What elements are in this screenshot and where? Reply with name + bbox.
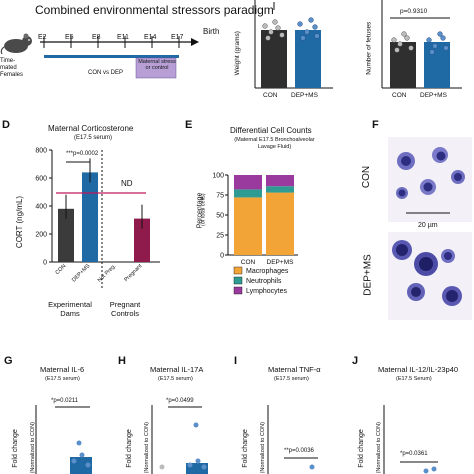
birth-label: Birth bbox=[203, 27, 220, 36]
con-vs-dep-label: CON vs DEP bbox=[88, 70, 124, 76]
y-tick-label: 400 bbox=[35, 204, 47, 211]
x-tick-label: CON bbox=[241, 259, 256, 266]
mouse-label: Time-mated Females bbox=[0, 58, 24, 78]
day-label: E11 bbox=[117, 34, 129, 41]
bar bbox=[58, 208, 74, 262]
panel-letter: I bbox=[234, 355, 238, 367]
panel-j-subtitle: (E17.5 Serum) bbox=[396, 376, 432, 382]
label-con: CON bbox=[361, 165, 373, 189]
panel-h-title: Maternal IL-17A bbox=[150, 365, 204, 374]
day-label: E8 bbox=[92, 34, 101, 41]
y-tick-label: 75 bbox=[216, 193, 224, 200]
y-tick-label: 800 bbox=[35, 148, 47, 155]
panel-letter: F bbox=[372, 119, 379, 131]
day-label: E17 bbox=[171, 34, 184, 41]
day-label: E5 bbox=[65, 34, 74, 41]
panel-e-subtitle: (Maternal E17.5 Bronchoalveolar Lavage F… bbox=[234, 137, 315, 150]
panel-j-ylabel: Fold change bbox=[357, 429, 365, 468]
day-label: E2 bbox=[38, 34, 47, 41]
scale-bar-label: 20 µm bbox=[418, 222, 438, 229]
stacked-bar-segment bbox=[234, 175, 262, 190]
panel-b-plot bbox=[254, 0, 333, 89]
panel-i-plot bbox=[267, 405, 318, 474]
y-tick-label: 600 bbox=[35, 176, 47, 183]
x-tick-label: Not Preg. bbox=[97, 263, 118, 284]
panel-e-chart: 0 25 50 75 100 CON DEP+MS Macrophages Neutrophil… bbox=[212, 173, 298, 295]
panel-g-plot bbox=[35, 405, 92, 474]
y-tick-label: 200 bbox=[35, 232, 47, 239]
panel-d-ylabel: CORT (ng/mL) bbox=[15, 195, 25, 249]
stacked-bar-segment bbox=[266, 175, 294, 187]
panel-i-subtitle: (E17.5 serum) bbox=[274, 376, 309, 382]
panel-c-plot bbox=[381, 0, 462, 89]
label-dep: DEP+MS bbox=[362, 254, 374, 296]
panel-g-subtitle: (E17.5 serum) bbox=[45, 376, 80, 382]
panel-d-group1: Experimental Dams bbox=[48, 300, 92, 318]
panel-a-title: Combined environmental stressors paradig… bbox=[35, 3, 274, 17]
legend-swatch bbox=[233, 286, 243, 295]
timeline bbox=[40, 36, 199, 79]
y-tick-label: 50 bbox=[216, 213, 224, 220]
y-tick-label: 25 bbox=[216, 233, 224, 240]
panel-b-ylabel: Weight (grams) bbox=[233, 31, 241, 76]
panel-g-ylabel: Fold change bbox=[11, 429, 19, 468]
bar bbox=[134, 218, 150, 262]
mouse-icon bbox=[0, 33, 32, 55]
y-tick-label: 100 bbox=[212, 173, 224, 180]
panel-i-ylabel: Fold change bbox=[241, 429, 249, 468]
panel-g-pval: *p=0.0211 bbox=[51, 398, 79, 404]
x-tick-label: DEP+MS bbox=[267, 259, 295, 266]
y-tick-label: 0 bbox=[220, 253, 224, 260]
panel-c-xlabel: DEP+MS bbox=[420, 92, 447, 99]
panel-h-subtitle: (E17.5 serum) bbox=[158, 376, 193, 382]
panel-d-chart: 0 200 400 600 800 CON DEP+MS Not Preg. Pregnant bbox=[35, 148, 160, 290]
panel-i-pval: **p=0.0036 bbox=[284, 448, 314, 454]
maternal-box-label: Maternal stress or control bbox=[138, 59, 176, 71]
panel-letter: D bbox=[2, 119, 10, 131]
legend-label: Neutrophils bbox=[246, 278, 282, 285]
panel-b-xlabel: DEP+MS bbox=[291, 92, 318, 99]
stacked-bar-segment bbox=[266, 186, 294, 193]
stacked-bar-segment bbox=[266, 192, 294, 255]
micrograph-dep bbox=[388, 232, 472, 320]
x-tick-label: CON bbox=[55, 263, 68, 276]
y-tick-label: 0 bbox=[43, 260, 47, 267]
legend-label: Macrophages bbox=[246, 268, 289, 275]
panel-d-pval: ***p=0.0002 bbox=[66, 151, 99, 157]
panel-d-nd: ND bbox=[121, 179, 133, 188]
panel-letter: H bbox=[118, 355, 126, 367]
panel-h-pval: *p=0.0499 bbox=[166, 398, 194, 404]
panel-d-group2: Pregnant Controls bbox=[109, 300, 141, 318]
x-tick-label: DEP+MS bbox=[71, 263, 92, 284]
stacked-bar-segment bbox=[234, 189, 262, 198]
legend-swatch bbox=[233, 276, 243, 285]
panel-e-ylabel2: (of total cells) bbox=[200, 193, 207, 227]
panel-d-title: Maternal Corticosterone bbox=[48, 124, 134, 133]
panel-i-title: Maternal TNF-α bbox=[268, 365, 321, 374]
bar bbox=[82, 172, 98, 262]
x-tick-label: Pregnant bbox=[123, 263, 143, 283]
micrograph-con bbox=[388, 137, 472, 222]
panel-c-pval: p=0.9310 bbox=[400, 8, 428, 15]
stacked-bar-segment bbox=[234, 197, 262, 255]
panel-c-xlabel: CON bbox=[392, 92, 407, 99]
panel-e-title: Differential Cell Counts bbox=[230, 126, 312, 135]
panel-g-title: Maternal IL-6 bbox=[40, 365, 85, 374]
legend-label: Lymphocytes bbox=[246, 288, 287, 295]
legend-swatch bbox=[233, 266, 243, 275]
panel-j-plot bbox=[383, 405, 438, 474]
panel-d-subtitle: (E17.5 serum) bbox=[74, 135, 113, 141]
panel-letter: E bbox=[185, 119, 193, 131]
panel-j-pval: *p=0.0361 bbox=[400, 451, 428, 457]
panel-h-ylabel: Fold change bbox=[125, 429, 133, 468]
panel-h-plot bbox=[151, 405, 208, 474]
panel-letter: J bbox=[352, 355, 359, 367]
panel-b-xlabel: CON bbox=[263, 92, 278, 99]
panel-letter: G bbox=[4, 355, 13, 367]
panel-j-title: Maternal IL-12/IL-23p40 bbox=[378, 365, 459, 374]
day-label: E14 bbox=[144, 34, 157, 41]
